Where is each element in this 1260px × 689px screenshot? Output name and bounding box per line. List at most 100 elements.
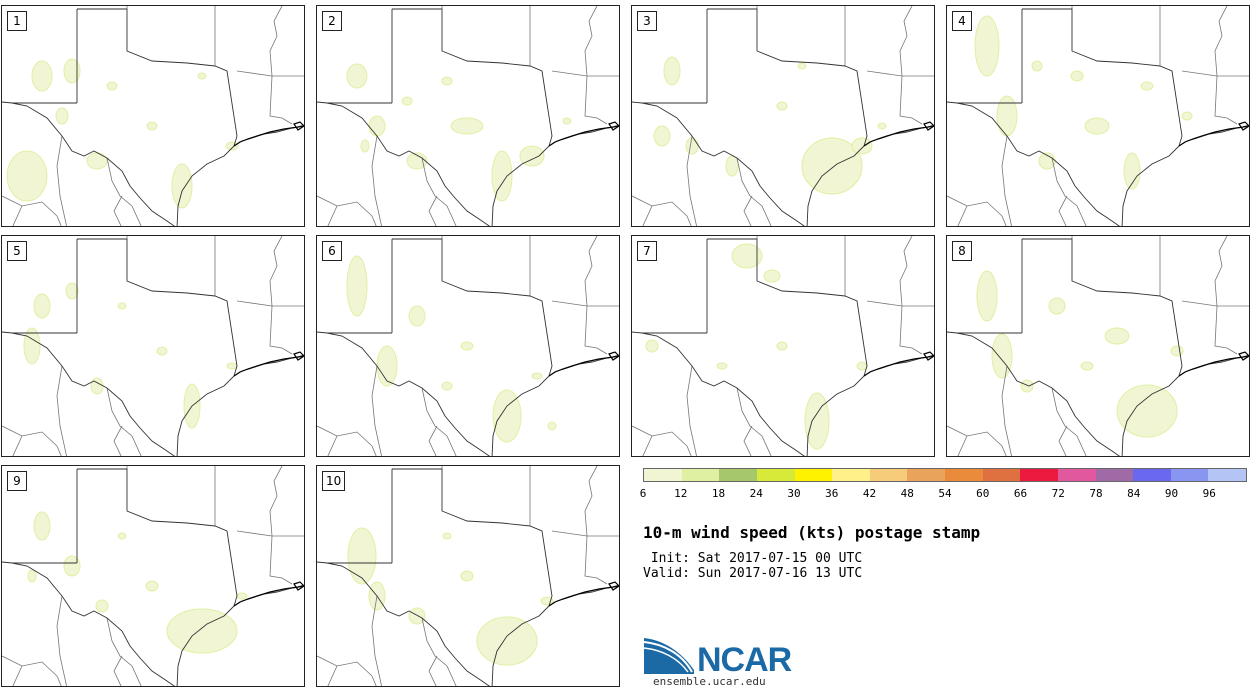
color-swatch: [945, 469, 983, 481]
texas-region-map: [317, 236, 619, 456]
wind-speed-shading: [1170, 345, 1184, 357]
state-border: [899, 305, 923, 355]
color-swatch: [1208, 469, 1246, 481]
member-number-label: 10: [322, 471, 346, 491]
state-border: [686, 445, 692, 456]
wind-speed-shading: [653, 125, 671, 147]
color-swatch: [756, 469, 795, 481]
wind-speed-shading: [1116, 384, 1178, 438]
wind-speed-shading: [6, 150, 48, 202]
wind-speed-shading: [1084, 117, 1110, 135]
state-border: [421, 387, 457, 456]
wind-speed-shading: [31, 60, 53, 92]
wind-speed-shading: [763, 269, 781, 283]
state-border: [327, 205, 338, 226]
color-bar-tick: 24: [749, 487, 763, 500]
wind-speed-shading: [145, 580, 159, 592]
member-number-label: 4: [952, 11, 972, 31]
wind-speed-shading: [1140, 81, 1154, 91]
wind-speed-shading: [441, 76, 453, 86]
color-swatch: [1095, 469, 1134, 481]
state-border: [584, 305, 608, 355]
color-swatch: [907, 469, 945, 481]
wind-speed-shading: [197, 72, 207, 80]
wind-speed-shading: [996, 95, 1018, 137]
gulf-coastline: [233, 121, 304, 147]
state-border: [56, 215, 62, 226]
wind-speed-shading: [476, 616, 538, 666]
state-border: [686, 365, 697, 456]
texas-border: [947, 238, 1249, 456]
state-border: [12, 205, 23, 226]
wind-speed-shading: [95, 599, 109, 613]
wind-speed-shading: [801, 137, 863, 195]
member-number-label: 5: [7, 241, 27, 261]
wind-speed-shading: [856, 361, 868, 371]
wind-speed-shading: [1020, 379, 1034, 393]
state-border: [686, 215, 692, 226]
state-border: [1214, 305, 1238, 355]
state-border: [2, 425, 58, 447]
wind-speed-shading: [376, 345, 398, 387]
wind-speed-shading: [562, 117, 572, 125]
wind-speed-shading: [408, 607, 426, 625]
wind-speed-shading: [519, 145, 545, 167]
texas-region-map: [317, 6, 619, 226]
state-border: [642, 205, 653, 226]
wind-speed-shading: [442, 532, 452, 540]
wind-speed-shading: [401, 96, 413, 106]
state-border: [106, 617, 142, 686]
color-bar-tick: 12: [674, 487, 688, 500]
wind-speed-shading: [976, 270, 998, 322]
state-border: [866, 300, 934, 307]
state-border: [56, 365, 67, 456]
init-time: Init: Sat 2017-07-15 00 UTC: [643, 551, 863, 566]
color-swatch: [869, 469, 908, 481]
color-swatch: [681, 469, 720, 481]
texas-region-map: [632, 6, 934, 226]
wind-speed-shading: [368, 115, 386, 137]
wind-speed-shading: [460, 341, 474, 351]
member-number-label: 8: [952, 241, 972, 261]
member-panel-1: 1: [1, 5, 305, 227]
state-border: [428, 655, 438, 686]
texas-border: [2, 468, 304, 686]
state-border: [2, 655, 58, 677]
color-bar-tick: 72: [1051, 487, 1065, 500]
wind-speed-shading: [1070, 70, 1084, 82]
state-border: [56, 595, 67, 686]
wind-speed-shading: [797, 62, 807, 70]
state-border: [317, 655, 373, 677]
figure-title: 10-m wind speed (kts) postage stamp: [643, 523, 981, 542]
state-border: [327, 435, 338, 456]
state-border: [106, 387, 142, 456]
state-border: [1001, 215, 1007, 226]
state-border: [1001, 445, 1007, 456]
gulf-coastline: [863, 121, 934, 147]
wind-speed-shading: [450, 117, 484, 135]
state-border: [56, 445, 62, 456]
wind-speed-shading: [55, 107, 69, 125]
wind-speed-shading: [725, 155, 739, 177]
wind-speed-shading: [1048, 297, 1066, 315]
wind-speed-shading: [776, 101, 788, 111]
texas-border: [2, 8, 304, 226]
texas-region-map: [2, 6, 304, 226]
color-bar-tick: 48: [900, 487, 914, 500]
state-border: [236, 530, 304, 537]
texas-border: [317, 8, 619, 226]
website-url[interactable]: ensemble.ucar.edu: [653, 675, 766, 688]
state-border: [1058, 195, 1068, 226]
state-border: [269, 535, 293, 585]
wind-speed-shading: [1080, 361, 1094, 371]
state-border: [584, 75, 608, 125]
wind-speed-shading: [171, 163, 193, 209]
state-border: [269, 236, 283, 307]
member-number-label: 6: [322, 241, 342, 261]
state-border: [743, 425, 753, 456]
state-border: [327, 665, 338, 686]
texas-region-map: [2, 236, 304, 456]
gulf-coastline: [1178, 121, 1249, 147]
wind-speed-shading: [86, 152, 108, 170]
wind-speed-shading: [146, 121, 158, 131]
